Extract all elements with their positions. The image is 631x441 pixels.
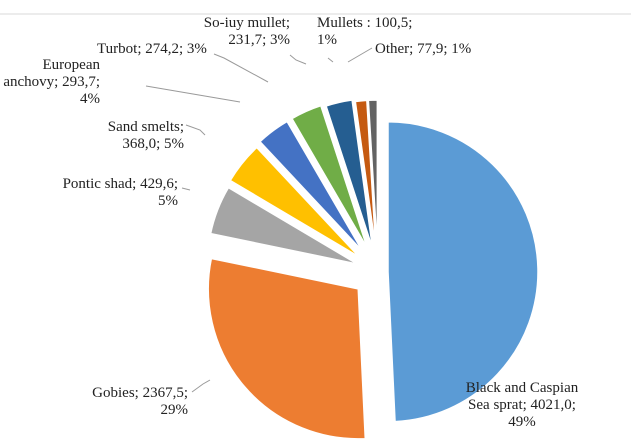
data-label: Other; 77,9; 1% [375, 41, 471, 57]
data-label: Turbot; 274,2; 3% [97, 41, 207, 57]
data-label-line: anchovy; 293,7; [3, 74, 100, 90]
data-label-line: Sea sprat; 4021,0; [468, 397, 576, 413]
data-label-line: European [43, 57, 101, 73]
data-label-line: Black and Caspian [466, 380, 579, 396]
leader-line [213, 53, 269, 83]
pie-slices [207, 99, 539, 440]
data-label-line: 49% [508, 414, 536, 430]
slice-labels: Black and Caspian Sea sprat; 4021,0; 49% Go… [3, 15, 578, 430]
data-label: Gobies; 2367,5; 29% [92, 385, 188, 418]
data-label: Sand smelts; 368,0; 5% [108, 119, 184, 152]
pie-slice-mullets [354, 99, 377, 251]
leader-line [185, 124, 206, 136]
leader-line [191, 379, 211, 393]
data-label: Mullets : 100,5; 1% [317, 15, 412, 48]
data-label-line: Sand smelts; [108, 119, 184, 135]
data-label-line: 4% [80, 91, 100, 107]
data-label-line: 368,0; 5% [122, 136, 184, 152]
data-label-line: 1% [317, 32, 337, 48]
data-label-line: 29% [161, 402, 189, 418]
leader-line [181, 187, 191, 191]
data-label-line: Pontic shad; 429,6; [63, 176, 178, 192]
data-label: European anchovy; 293,7; 4% [3, 57, 100, 107]
data-label-line: Gobies; 2367,5; [92, 385, 188, 401]
data-label: Black and Caspian Sea sprat; 4021,0; 49% [466, 380, 579, 430]
data-label-line: Turbot; 274,2; 3% [97, 41, 207, 57]
data-label: Pontic shad; 429,6; 5% [63, 176, 178, 209]
leader-line [289, 54, 307, 65]
data-label-line: 5% [158, 193, 178, 209]
leader-line [145, 85, 241, 103]
pie-slice-european-anchovy [258, 120, 364, 252]
data-label: So-iuy mullet; 231,7; 3% [204, 15, 290, 48]
pie-slice-black-and-caspian-sea-sprat [387, 121, 539, 423]
pie-slice-other [367, 99, 379, 251]
data-label-line: Mullets : 100,5; [317, 15, 412, 31]
leader-line [347, 47, 373, 63]
pie-slice-so-iuy-mullet [325, 99, 374, 249]
leader-line [327, 57, 334, 63]
data-label-line: So-iuy mullet; [204, 15, 290, 31]
data-label-line: Other; 77,9; 1% [375, 41, 471, 57]
pie-slice-sand-smelts [229, 146, 360, 258]
leader-lines [145, 47, 373, 393]
data-label-line: 231,7; 3% [228, 32, 290, 48]
pie-slice-gobies [207, 257, 367, 440]
pie-slice-pontic-shad [209, 186, 358, 265]
pie-slice-turbot [290, 104, 369, 249]
